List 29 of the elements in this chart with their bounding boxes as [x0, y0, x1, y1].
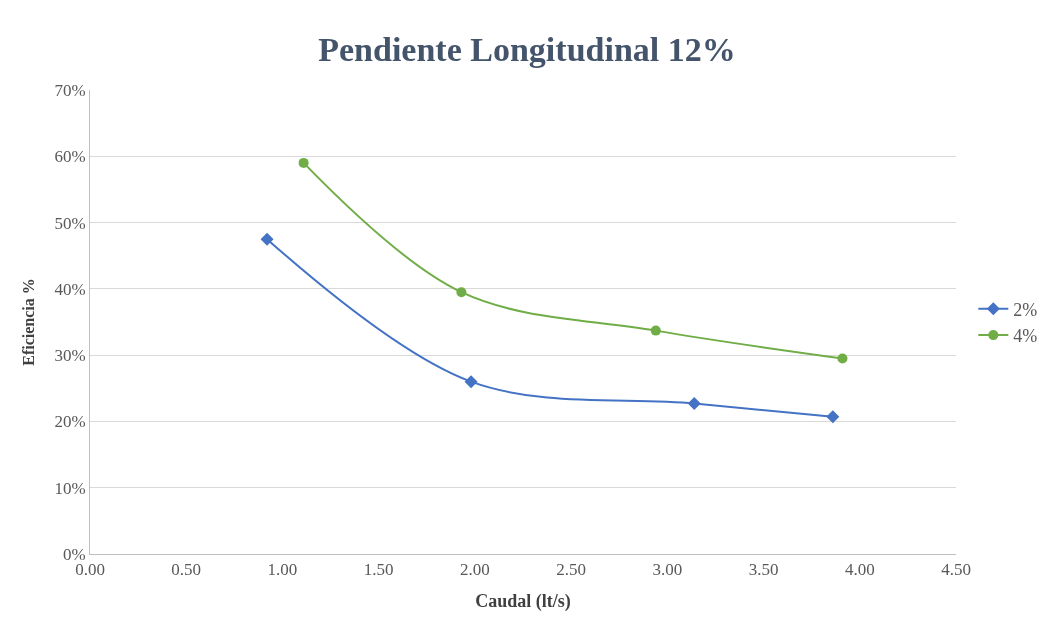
x-tick-label: 1.50	[363, 560, 394, 580]
point	[298, 157, 309, 168]
x-axis-title: Caudal (lt/s)	[475, 590, 571, 612]
y-tick-label: 20%	[54, 412, 86, 432]
y-tick-label: 60%	[54, 147, 86, 167]
point	[826, 410, 840, 424]
y-tick-label: 50%	[54, 213, 86, 233]
y-tick-label: 70%	[54, 80, 86, 100]
chart-title: Pendiente Longitudinal 12%	[318, 31, 736, 69]
y-tick-label: 10%	[54, 478, 86, 498]
point	[837, 353, 848, 364]
legend-label: 2%	[1013, 299, 1038, 320]
x-tick-label: 3.50	[748, 560, 779, 580]
point	[650, 325, 661, 336]
legend-label: 4%	[1013, 326, 1038, 347]
point	[456, 287, 467, 298]
point	[687, 397, 701, 411]
y-tick-label: 40%	[54, 279, 86, 299]
x-tick-label: 3.00	[652, 560, 683, 580]
x-tick-label: 1.00	[267, 560, 298, 580]
y-axis-title: Eficiencia %	[20, 278, 38, 366]
x-tick-label: 4.00	[844, 560, 875, 580]
y-tick-label: 30%	[54, 346, 86, 366]
x-tick-label: 4.50	[941, 560, 971, 580]
x-tick-label: 0.50	[171, 560, 202, 580]
x-tick-label: 2.50	[556, 560, 586, 580]
point	[464, 375, 478, 389]
x-tick-label: 2.00	[460, 560, 490, 580]
point	[260, 232, 274, 246]
